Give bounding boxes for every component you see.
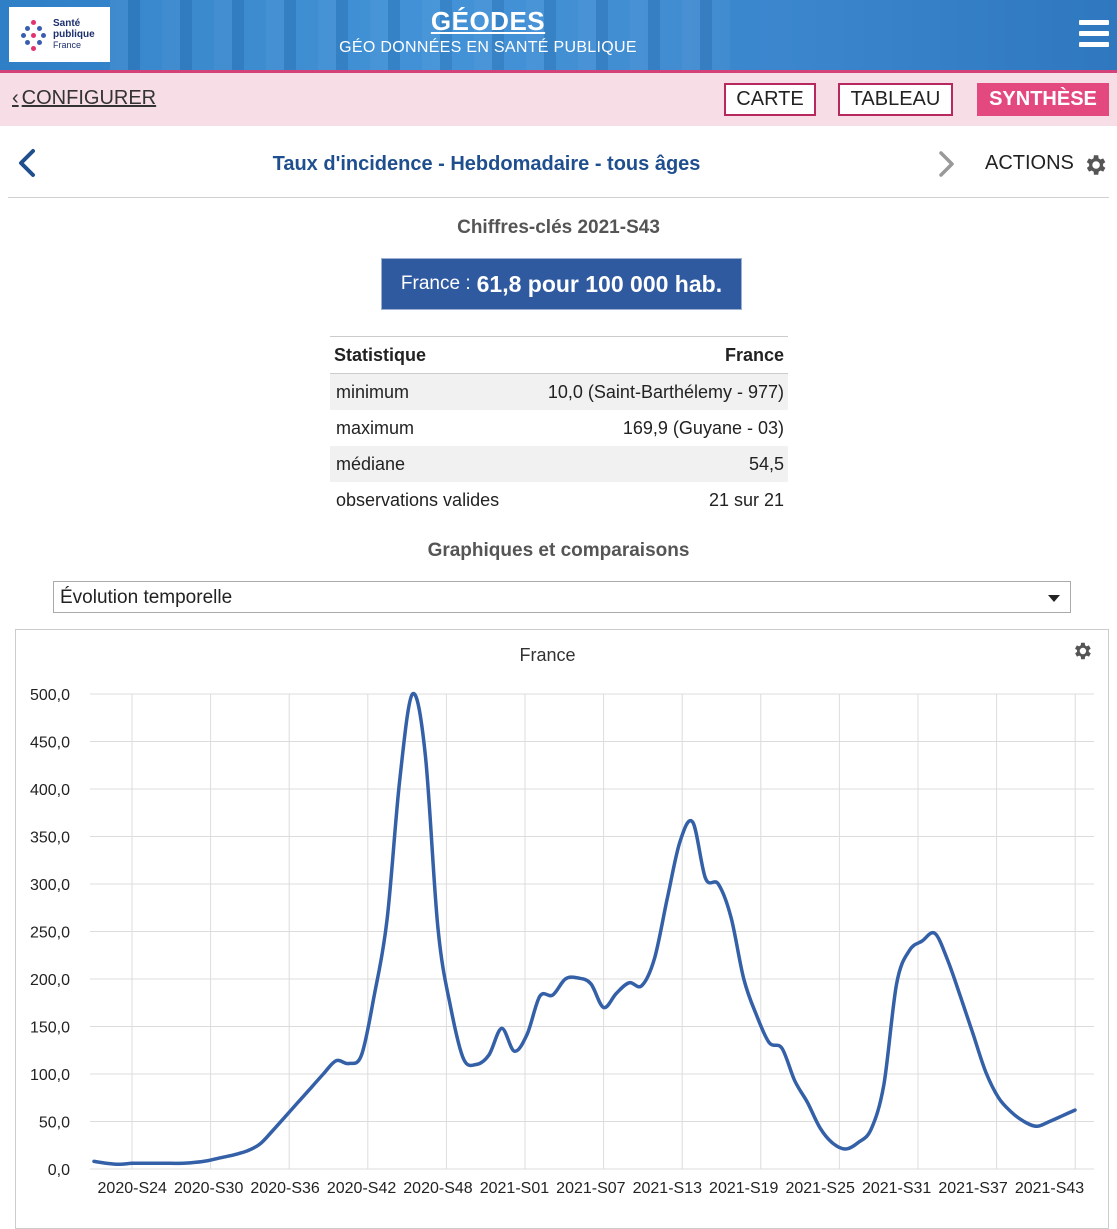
table-cell: minimum <box>330 373 520 410</box>
tab-carte[interactable]: CARTE <box>724 83 816 116</box>
y-tick-label: 500,0 <box>30 687 70 704</box>
x-tick-label: 2021-S19 <box>709 1180 778 1197</box>
table-cell: observations valides <box>336 489 500 510</box>
chevron-right-icon[interactable] <box>935 150 957 178</box>
tab-synthese[interactable]: SYNTHÈSE <box>977 83 1109 116</box>
x-tick-label: 2021-S07 <box>556 1180 625 1197</box>
y-tick-label: 100,0 <box>30 1067 70 1084</box>
x-tick-label: 2020-S24 <box>98 1180 167 1197</box>
table-row: maximum 169,9 (Guyane - 03) <box>330 410 788 446</box>
y-tick-label: 0,0 <box>48 1162 70 1179</box>
table-header: France <box>519 336 788 374</box>
logo-dots-icon <box>21 19 47 51</box>
x-tick-label: 2021-S43 <box>1015 1180 1084 1197</box>
table-cell: 10,0 (Saint-Barthélemy - 977) <box>519 373 788 410</box>
graphs-heading: Graphiques et comparaisons <box>427 540 690 561</box>
table-header: Statistique <box>330 336 520 374</box>
y-tick-label: 200,0 <box>30 972 70 989</box>
x-tick-label: 2020-S42 <box>327 1180 396 1197</box>
y-tick-label: 50,0 <box>39 1115 70 1132</box>
x-tick-label: 2020-S30 <box>174 1180 243 1197</box>
y-tick-label: 150,0 <box>30 1020 70 1037</box>
nav-bar: ‹ CONFIGURER CARTE TABLEAU SYNTHÈSE <box>0 73 1117 126</box>
table-header-row: Statistique France <box>330 336 788 374</box>
brand[interactable]: GÉODES GÉO DONNÉES EN SANTÉ PUBLIQUE <box>330 6 646 57</box>
select-value: Évolution temporelle <box>60 587 233 608</box>
actions-button[interactable]: ACTIONS <box>985 152 1074 174</box>
x-tick-label: 2020-S36 <box>250 1180 319 1197</box>
header-background-photo <box>110 0 730 70</box>
y-tick-label: 350,0 <box>30 830 70 847</box>
key-figure-label: France : <box>400 273 471 294</box>
gear-icon[interactable] <box>1082 152 1108 178</box>
brand-title[interactable]: GÉODES <box>430 6 546 36</box>
tab-tableau[interactable]: TABLEAU <box>838 83 953 116</box>
chevron-left-icon[interactable] <box>15 148 41 178</box>
x-tick-label: 2021-S37 <box>938 1180 1007 1197</box>
table-cell: maximum <box>336 417 415 438</box>
logo-text-line1: Santé <box>53 18 81 29</box>
table-row: médiane 54,5 <box>330 446 788 482</box>
caret-down-icon <box>1048 595 1060 602</box>
table-row: observations valides 21 sur 21 <box>330 482 788 518</box>
logo-text-line2: publique <box>53 29 95 40</box>
table-cell: 169,9 (Guyane - 03) <box>622 417 784 438</box>
chevron-left-icon: ‹ <box>12 87 19 109</box>
table-cell: 21 sur 21 <box>708 489 784 510</box>
divider <box>8 197 1109 198</box>
brand-subtitle: GÉO DONNÉES EN SANTÉ PUBLIQUE <box>339 39 637 56</box>
indicator-title-row: Taux d'incidence - Hebdomadaire - tous â… <box>0 126 1117 198</box>
table-row: minimum 10,0 (Saint-Barthélemy - 977) <box>330 373 788 410</box>
line-chart: 0,0 50,0 100,0 150,0 200,0 250,0 300,0 350,0 400… <box>30 687 1094 1197</box>
x-tick-label: 2021-S01 <box>480 1180 549 1197</box>
configure-link[interactable]: ‹ CONFIGURER <box>12 87 156 110</box>
logo-text-line3: France <box>53 40 82 50</box>
table-cell: médiane <box>330 446 520 482</box>
chart-type-select[interactable]: Évolution temporelle <box>53 581 1071 613</box>
y-tick-label: 400,0 <box>30 782 70 799</box>
chart-title: France <box>519 645 576 665</box>
sante-publique-logo[interactable]: Santé publique France <box>9 7 110 62</box>
chart-frame <box>15 629 1109 1229</box>
header-accent-line <box>0 70 1117 73</box>
page-title: Taux d'incidence - Hebdomadaire - tous â… <box>272 153 701 175</box>
hamburger-icon[interactable] <box>1079 20 1109 50</box>
x-tick-label: 2020-S48 <box>403 1180 472 1197</box>
stats-table: Statistique France minimum 10,0 (Saint-B… <box>330 336 788 518</box>
key-figures-heading: Chiffres-clés 2021-S43 <box>457 217 660 238</box>
app-header: Santé publique France GÉODES GÉO DONNÉES… <box>0 0 1117 70</box>
y-tick-label: 450,0 <box>30 735 70 752</box>
x-tick-label: 2021-S25 <box>785 1180 854 1197</box>
series-line-france <box>92 691 1077 1167</box>
x-tick-label: 2021-S31 <box>862 1180 931 1197</box>
y-tick-label: 300,0 <box>30 877 70 894</box>
y-tick-label: 250,0 <box>30 925 70 942</box>
configure-label: CONFIGURER <box>21 87 157 109</box>
x-tick-label: 2021-S13 <box>633 1180 702 1197</box>
chart-settings-gear-icon[interactable] <box>1071 640 1093 662</box>
key-figure-box: France : 61,8 pour 100 000 hab. <box>381 258 742 310</box>
table-cell: 54,5 <box>519 446 788 482</box>
key-figure-value: 61,8 pour 100 000 hab. <box>476 270 723 297</box>
